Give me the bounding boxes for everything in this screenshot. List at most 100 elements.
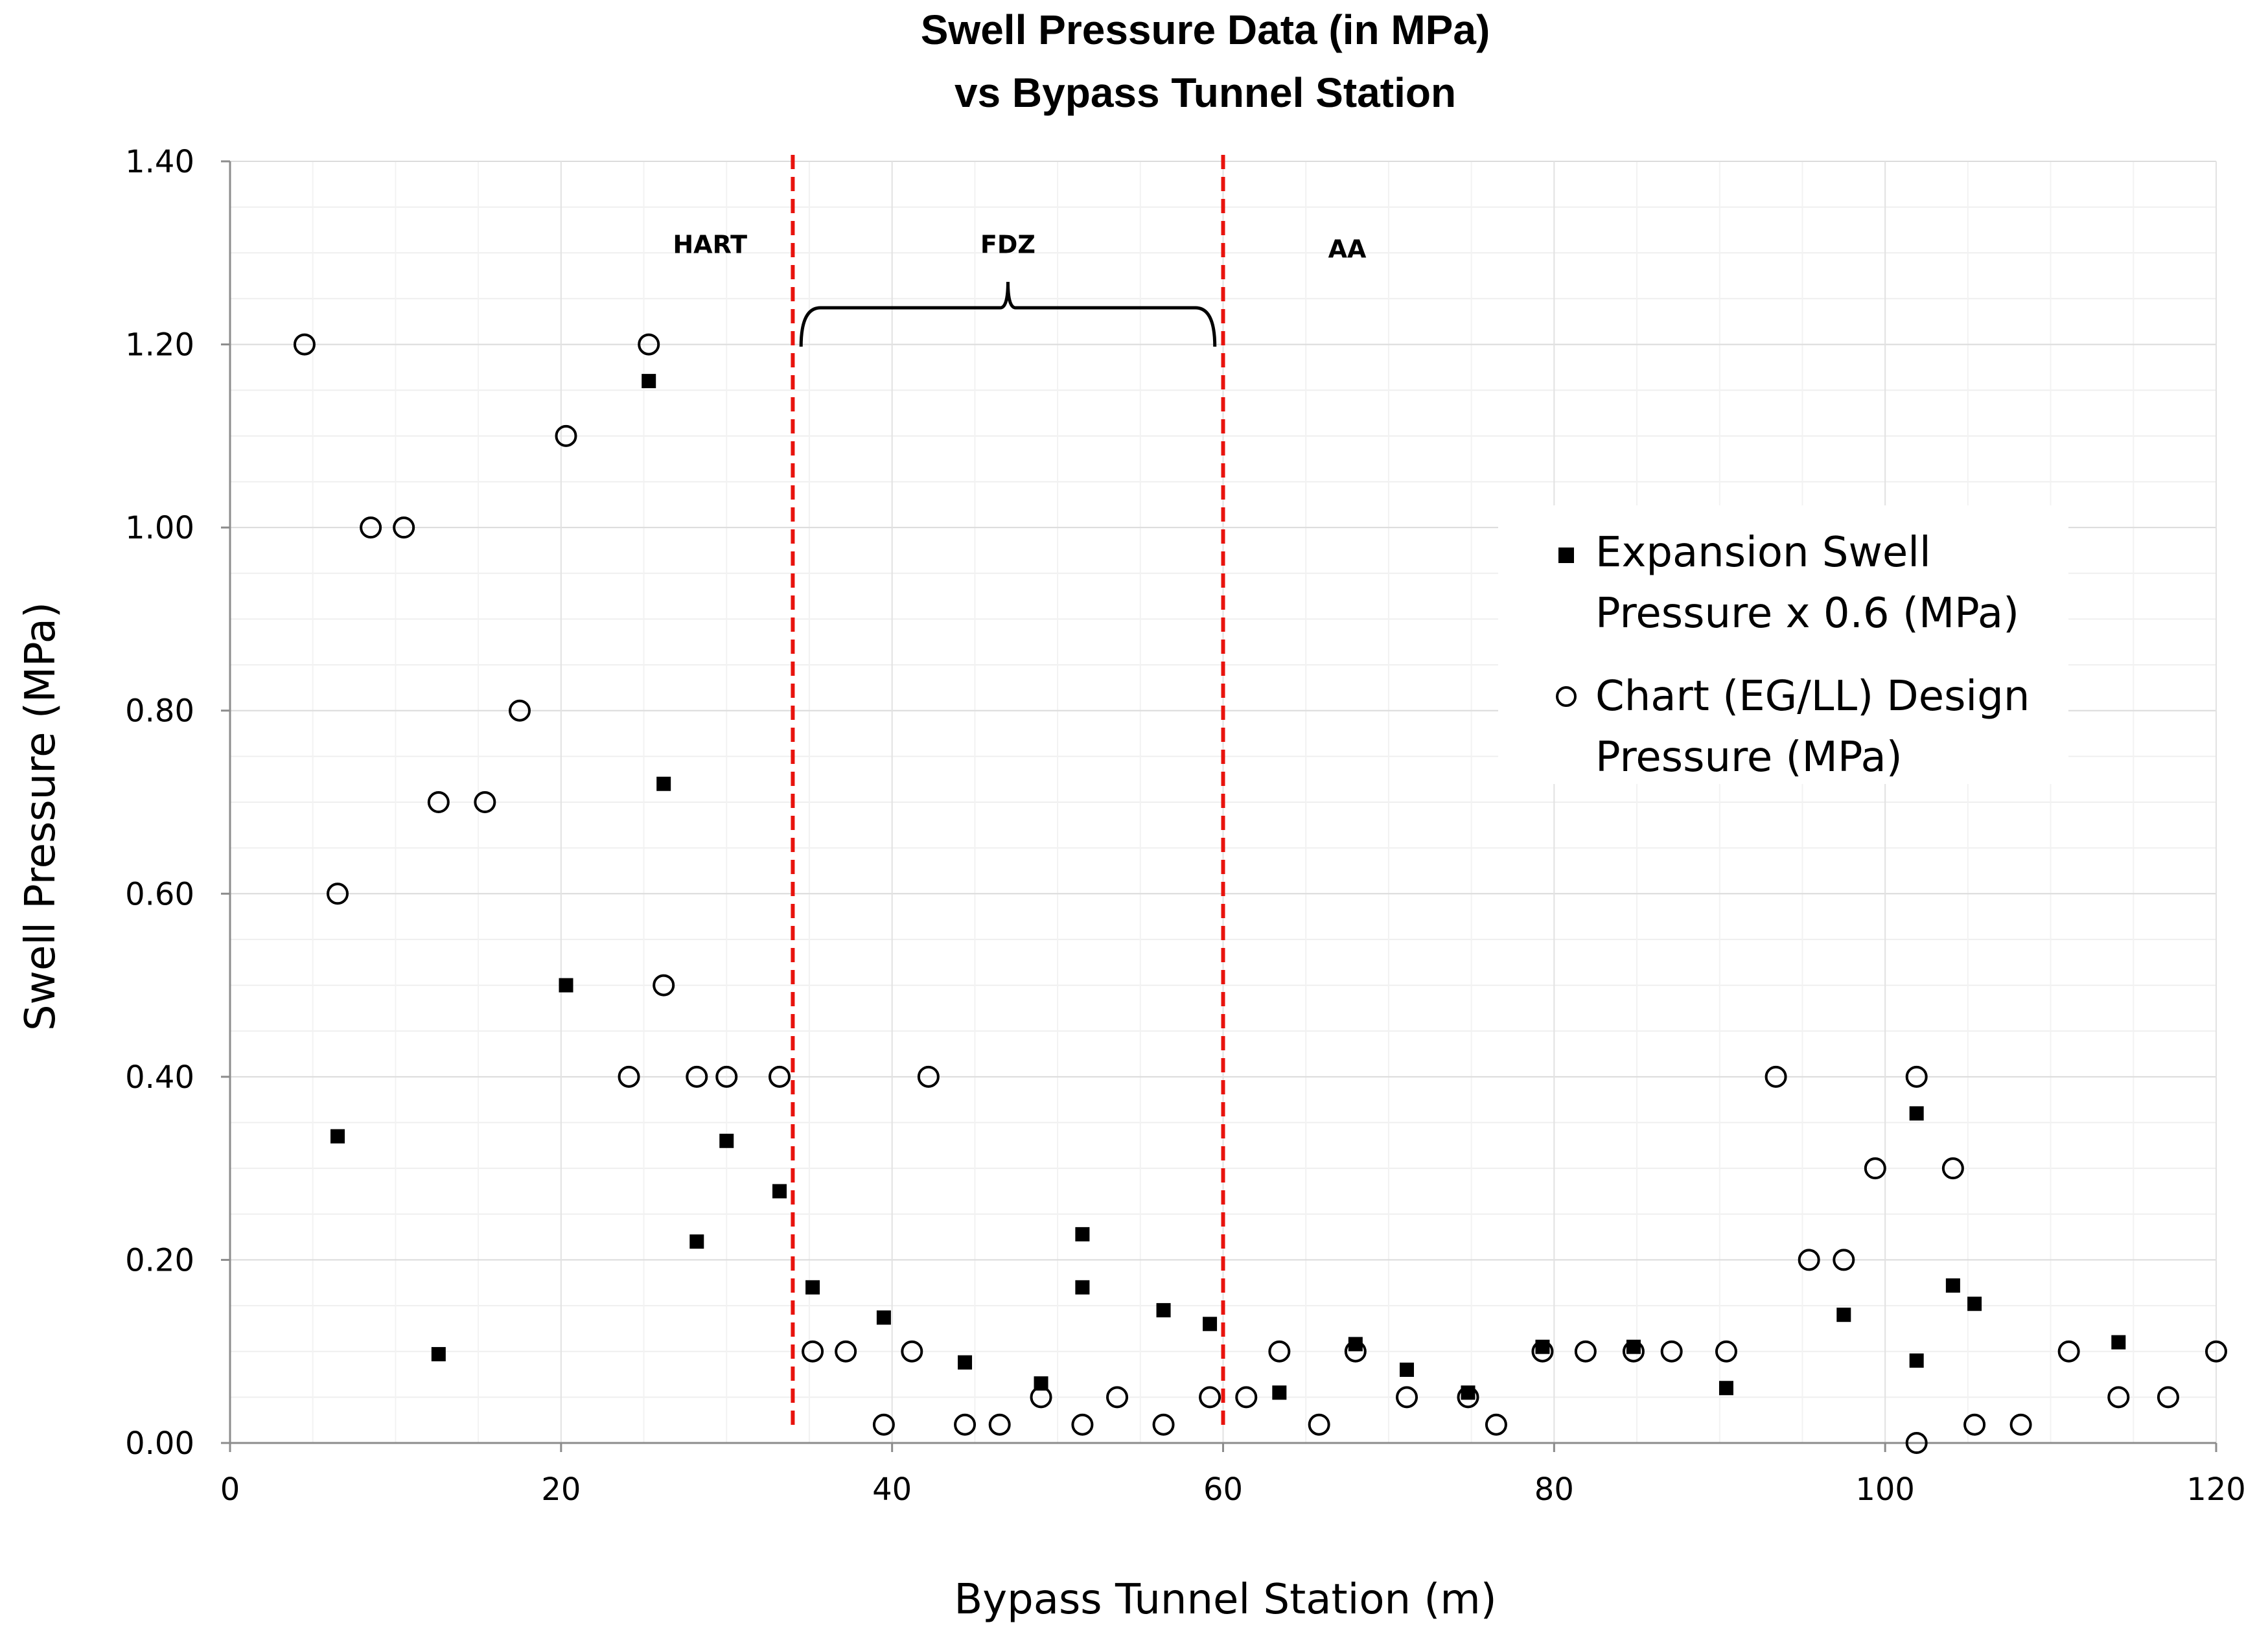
y-axis-title: Swell Pressure (MPa)	[17, 602, 65, 1031]
zone-label: FDZ	[980, 230, 1036, 259]
chart-design-point	[2157, 1386, 2179, 1409]
y-tick-label: 1.00	[125, 510, 194, 546]
x-tick-label: 120	[2186, 1471, 2246, 1508]
axes	[221, 160, 2217, 1452]
chart-design-point	[1765, 1065, 1787, 1088]
chart-design-point	[715, 1065, 738, 1088]
chart-design-point	[2205, 1340, 2227, 1363]
expansion-swell-point	[1836, 1308, 1851, 1322]
expansion-swell-point	[1718, 1381, 1733, 1396]
expansion-swell-point	[1075, 1280, 1090, 1295]
x-tick-label: 20	[541, 1471, 581, 1508]
chart-design-point	[1660, 1340, 1683, 1363]
chart-design-point	[327, 882, 349, 905]
zone-label: AA	[1328, 235, 1367, 263]
chart-design-point	[988, 1413, 1011, 1436]
chart-title-line-1: Swell Pressure Data (in MPa)	[921, 6, 1490, 53]
chart-design-point	[618, 1065, 640, 1088]
chart-design-point	[1715, 1340, 1737, 1363]
chart-design-point	[1457, 1386, 1479, 1409]
chart-design-point	[2009, 1413, 2032, 1436]
chart-design-point	[1574, 1340, 1597, 1363]
x-axis-title: Bypass Tunnel Station (m)	[954, 1576, 1496, 1624]
chart-design-point	[802, 1340, 824, 1363]
y-tick-label: 0.20	[125, 1242, 194, 1278]
expansion-swell-point	[1075, 1227, 1090, 1241]
x-tick-label: 80	[1534, 1471, 1574, 1508]
y-tick-label: 0.80	[125, 693, 194, 730]
y-tick-label: 0.40	[125, 1059, 194, 1096]
chart-design-point	[1531, 1340, 1554, 1363]
chart-design-point	[1864, 1157, 1886, 1180]
chart-design-point	[1152, 1413, 1175, 1436]
chart-design-point	[1905, 1432, 1928, 1454]
chart-design-point	[2107, 1386, 2130, 1409]
expansion-swell-point	[559, 978, 573, 993]
expansion-swell-point	[719, 1133, 734, 1148]
zone-label: HART	[673, 230, 747, 259]
chart-design-point	[1199, 1386, 1221, 1409]
x-tick-label: 100	[1855, 1471, 1915, 1508]
expansion-swell-point	[772, 1184, 787, 1199]
chart-design-point	[835, 1340, 857, 1363]
chart-design-point	[474, 791, 496, 813]
expansion-swell-point	[1272, 1385, 1287, 1400]
expansion-swell-point	[876, 1310, 891, 1325]
data-points	[293, 333, 2227, 1454]
y-tick-label: 0.00	[125, 1425, 194, 1462]
chart-design-point	[555, 424, 577, 447]
chart-design-point	[393, 516, 415, 539]
expansion-swell-point	[642, 374, 656, 389]
chart-design-point	[768, 1065, 791, 1088]
chart-design-point	[1071, 1413, 1094, 1436]
legend-background	[1498, 505, 2068, 784]
expansion-swell-point	[1909, 1353, 1924, 1368]
expansion-swell-point	[1400, 1362, 1415, 1377]
y-tick-label: 1.20	[125, 327, 194, 363]
chart-design-point	[2057, 1340, 2080, 1363]
expansion-swell-point	[1203, 1317, 1218, 1332]
expansion-swell-point	[2111, 1335, 2126, 1350]
expansion-swell-point	[1909, 1106, 1924, 1121]
chart-design-point	[917, 1065, 940, 1088]
expansion-swell-point	[656, 776, 671, 791]
chart-design-point	[653, 974, 675, 997]
chart-design-point	[1344, 1340, 1367, 1363]
chart-design-point	[1268, 1340, 1291, 1363]
chart-design-point	[1833, 1249, 1855, 1271]
expansion-swell-point	[958, 1355, 973, 1370]
expansion-swell-point	[431, 1346, 446, 1361]
y-tick-label: 0.60	[125, 876, 194, 912]
chart-design-point	[872, 1413, 895, 1436]
chart-design-point	[1941, 1157, 1964, 1180]
chart-design-point	[901, 1340, 923, 1363]
x-tick-label: 0	[220, 1471, 240, 1508]
chart-design-point	[1396, 1386, 1418, 1409]
legend-label-expansion-line-1: Expansion Swell	[1595, 529, 1931, 577]
expansion-swell-point	[1945, 1278, 1960, 1293]
chart-design-point	[638, 333, 660, 356]
chart-design-point	[1963, 1413, 1986, 1436]
legend-label-chart-line-1: Chart (EG/LL) Design	[1595, 673, 2030, 721]
y-tick-label: 1.40	[125, 144, 194, 180]
chart-design-point	[427, 791, 450, 813]
chart-design-point	[686, 1065, 708, 1088]
chart-design-point	[1030, 1386, 1052, 1409]
chart-design-point	[1905, 1065, 1928, 1088]
x-tick-label: 60	[1203, 1471, 1243, 1508]
chart-design-point	[293, 333, 316, 356]
expansion-swell-point	[330, 1129, 345, 1144]
chart-design-point	[1622, 1340, 1645, 1363]
chart-design-point	[1235, 1386, 1258, 1409]
chart-design-point	[1106, 1386, 1129, 1409]
chart-design-point	[954, 1413, 977, 1436]
chart-design-point	[508, 699, 531, 722]
legend: Expansion Swell Pressure x 0.6 (MPa) Cha…	[1498, 505, 2068, 784]
expansion-swell-point	[1156, 1303, 1171, 1318]
chart-design-point	[1485, 1413, 1507, 1436]
chart-title-line-2: vs Bypass Tunnel Station	[955, 69, 1456, 116]
x-tick-label: 40	[872, 1471, 912, 1508]
expansion-swell-point	[689, 1234, 704, 1249]
